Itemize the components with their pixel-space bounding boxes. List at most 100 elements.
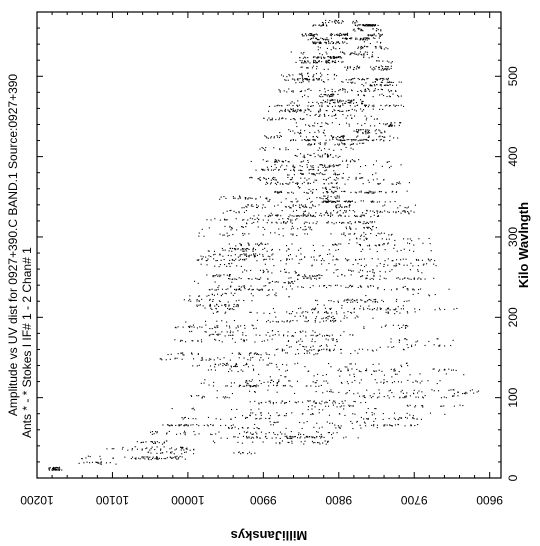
data-point	[302, 35, 304, 37]
data-point	[291, 281, 293, 283]
data-point	[414, 308, 416, 310]
data-point	[231, 227, 233, 229]
data-point	[334, 402, 336, 404]
data-point	[311, 436, 313, 438]
data-point	[343, 139, 345, 141]
data-point	[257, 205, 259, 207]
data-point	[328, 96, 330, 98]
data-point	[220, 259, 222, 261]
data-point	[268, 412, 270, 414]
data-point	[377, 78, 379, 80]
data-point	[361, 286, 363, 288]
data-point	[374, 370, 376, 372]
data-point	[49, 467, 51, 469]
data-point	[364, 89, 366, 91]
data-point	[198, 395, 200, 397]
data-point	[327, 56, 329, 58]
data-point	[368, 226, 370, 228]
data-point	[385, 123, 387, 125]
data-point	[223, 357, 225, 359]
data-point	[247, 366, 249, 368]
data-point	[365, 139, 367, 141]
data-point	[362, 223, 364, 225]
data-point	[191, 330, 193, 332]
data-point	[327, 214, 329, 216]
data-point	[61, 469, 63, 471]
data-point	[264, 215, 266, 217]
data-point	[305, 139, 307, 141]
data-point	[398, 418, 400, 420]
data-point	[311, 215, 313, 217]
data-point	[224, 225, 226, 227]
data-point	[381, 232, 383, 234]
data-point	[341, 177, 343, 179]
data-point	[253, 368, 255, 370]
data-point	[260, 277, 262, 279]
data-point	[149, 456, 151, 458]
data-point	[247, 198, 249, 200]
data-point	[274, 168, 276, 170]
data-point	[321, 400, 323, 402]
data-point	[382, 108, 384, 110]
data-point	[354, 221, 356, 223]
data-point	[387, 77, 389, 79]
data-point	[136, 448, 138, 450]
data-point	[282, 160, 284, 162]
data-point	[163, 442, 165, 444]
data-point	[276, 382, 278, 384]
data-point	[380, 29, 382, 31]
data-point	[251, 436, 253, 438]
data-point	[339, 34, 341, 36]
data-point	[287, 441, 289, 443]
data-point	[255, 327, 257, 329]
data-point	[354, 214, 356, 216]
data-point	[387, 346, 389, 348]
data-point	[205, 260, 207, 262]
data-point	[209, 305, 211, 307]
data-point	[321, 106, 323, 108]
data-point	[303, 181, 305, 183]
data-point	[367, 77, 369, 79]
data-point	[303, 160, 305, 162]
data-point	[444, 368, 446, 370]
data-point	[374, 301, 376, 303]
data-point	[131, 448, 133, 450]
data-point	[399, 417, 401, 419]
data-point	[248, 288, 250, 290]
data-point	[54, 469, 56, 471]
data-point	[342, 136, 344, 138]
data-point	[315, 307, 317, 309]
data-point	[348, 176, 350, 178]
data-point	[214, 363, 216, 365]
data-point	[307, 139, 309, 141]
data-point	[369, 90, 371, 92]
data-point	[288, 313, 290, 315]
data-point	[306, 198, 308, 200]
data-point	[230, 292, 232, 294]
data-point	[441, 405, 443, 407]
data-point	[434, 294, 436, 296]
data-point	[400, 308, 402, 310]
data-point	[342, 143, 344, 145]
data-point	[336, 20, 338, 22]
data-point	[202, 359, 204, 361]
data-point	[186, 447, 188, 449]
data-point	[250, 205, 252, 207]
data-point	[154, 449, 156, 451]
data-point	[202, 256, 204, 258]
data-point	[357, 90, 359, 92]
data-point	[385, 67, 387, 69]
data-point	[335, 43, 337, 45]
data-point	[255, 386, 257, 388]
data-point	[380, 30, 382, 32]
data-point	[359, 285, 361, 287]
data-point	[358, 24, 360, 26]
data-point	[351, 381, 353, 383]
data-point	[329, 188, 331, 190]
data-point	[308, 109, 310, 111]
data-point	[335, 191, 337, 193]
data-point	[292, 105, 294, 107]
data-point	[337, 301, 339, 303]
data-point	[319, 345, 321, 347]
data-point	[362, 214, 364, 216]
